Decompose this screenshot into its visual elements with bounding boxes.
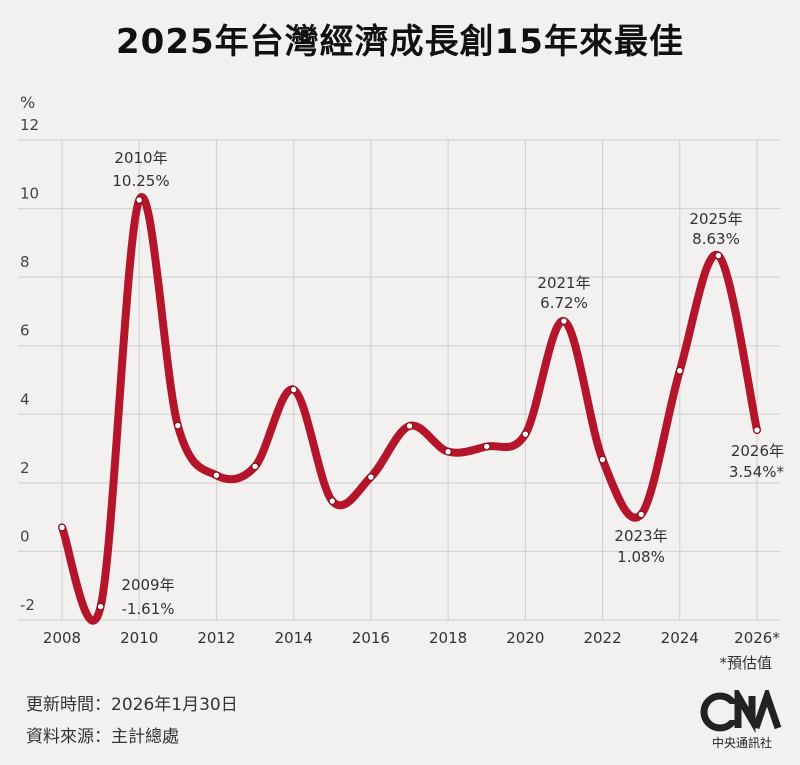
y-tick-label: 8 xyxy=(20,253,30,271)
data-point xyxy=(289,385,298,394)
forecast-note: *預估值 xyxy=(719,654,772,672)
annotations: 2009年 -1.61% 2010年 10.25% 2021年 6.72% 2023年 1.0… xyxy=(112,149,784,618)
data-point xyxy=(328,497,336,505)
y-tick-label: 0 xyxy=(20,527,30,545)
data-point xyxy=(637,510,645,519)
annotation-year: 2010年 xyxy=(114,149,167,167)
data-point xyxy=(174,421,182,430)
annotation-year: 2023年 xyxy=(614,527,667,545)
annotation-value: 10.25% xyxy=(112,172,169,190)
annotation-value: 6.72% xyxy=(540,294,588,312)
cna-logo: 中央通訊社 xyxy=(700,683,784,758)
annotation-year: 2021年 xyxy=(537,274,590,292)
annotation-value: 3.54%* xyxy=(729,463,785,481)
data-point xyxy=(753,426,761,434)
x-tick-label: 2020 xyxy=(506,629,544,647)
data-point xyxy=(405,422,414,430)
data-point xyxy=(58,523,66,532)
cna-logo-text: 中央通訊社 xyxy=(711,736,772,750)
data-point xyxy=(483,442,491,451)
data-point xyxy=(714,251,723,260)
y-axis-ticks: -2 0 2 4 6 8 10 12 xyxy=(20,116,39,614)
x-tick-label: 2022 xyxy=(583,629,621,647)
update-time: 更新時間：2026年1月30日 xyxy=(26,695,238,715)
annotation-value: 1.08% xyxy=(617,548,665,566)
x-tick-label: 2016 xyxy=(352,629,390,647)
data-source: 資料來源：主計總處 xyxy=(26,727,179,747)
data-point xyxy=(444,447,452,456)
x-tick-label: 2018 xyxy=(429,629,467,647)
data-point xyxy=(676,367,684,375)
data-point xyxy=(560,317,568,325)
data-points xyxy=(58,196,761,611)
data-point xyxy=(367,473,375,481)
chart-title: 2025年台灣經濟成長創15年來最佳 xyxy=(116,22,684,62)
annotation-year: 2009年 xyxy=(121,576,174,594)
data-point xyxy=(135,196,143,204)
x-axis-ticks: 2008 2010 2012 2014 2016 2018 2020 2022 2024 2026… xyxy=(43,629,780,647)
y-tick-label: 4 xyxy=(20,390,30,408)
y-tick-label: 10 xyxy=(20,185,39,203)
annotation-value: -1.61% xyxy=(121,600,174,618)
x-tick-label: 2024 xyxy=(661,629,699,647)
grid xyxy=(18,139,780,621)
x-tick-label: 2014 xyxy=(275,629,313,647)
y-tick-label: -2 xyxy=(20,596,35,614)
data-point xyxy=(251,462,259,471)
data-point xyxy=(212,471,221,480)
data-point xyxy=(96,602,105,611)
y-axis-label: % xyxy=(20,93,35,112)
data-point xyxy=(521,430,530,438)
x-tick-label: 2010 xyxy=(120,629,158,647)
y-tick-label: 6 xyxy=(20,322,30,340)
y-tick-label: 2 xyxy=(20,459,30,477)
cna-logo-icon xyxy=(700,683,782,733)
annotation-value: 8.63% xyxy=(692,230,740,248)
x-tick-label: 2008 xyxy=(43,629,81,647)
x-tick-label: 2026* xyxy=(734,629,780,647)
y-tick-label: 12 xyxy=(20,116,39,134)
data-point xyxy=(598,455,607,464)
annotation-year: 2026年 xyxy=(731,442,784,460)
annotation-year: 2025年 xyxy=(689,210,742,228)
x-tick-label: 2012 xyxy=(197,629,235,647)
